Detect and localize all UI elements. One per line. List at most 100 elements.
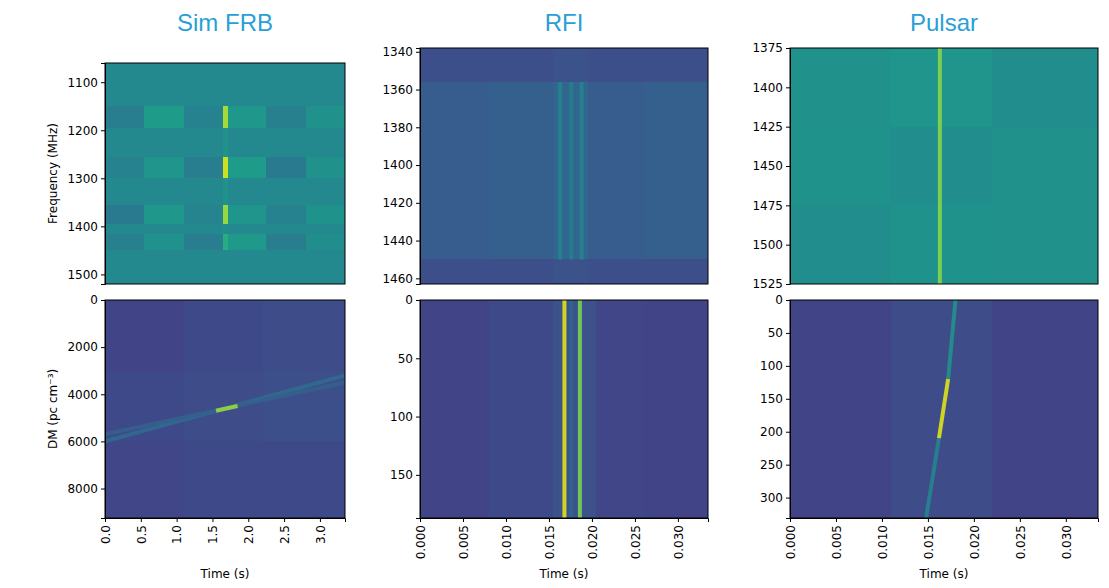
heatmap-cell [184,300,263,371]
y-tick-label: 1200 [67,124,98,138]
figure: 11001200130014001500Sim FRBFrequency (MH… [0,0,1109,588]
x-tick: 0.030 [1060,518,1074,559]
heatmap-cell [596,300,644,518]
y-tick-label: 1425 [752,120,783,134]
heatmap-cell [144,106,184,128]
x-tick: 2.0 [242,518,256,544]
heatmap-cell [306,63,345,107]
heatmap-cell [266,205,306,225]
plot-frame [420,300,708,518]
tick-mark [248,518,249,522]
heatmap-cell [266,106,306,128]
y-axis: 1340136013801400142014401460 [382,45,420,286]
y-axis: 050100150200250300 [760,293,790,518]
heatmap-cell [992,48,1098,127]
streak [105,382,345,434]
tick-mark [592,518,593,522]
x-tick: 1.0 [170,518,184,544]
heatmap-cell [105,224,145,234]
heatmap-cell [228,63,266,107]
tick-mark [882,518,883,522]
y-tick: 1300 [67,172,105,186]
tick-mark [177,518,178,522]
streak [569,300,573,518]
plot-frame [790,48,1098,284]
plot-frame [105,63,345,284]
plot-frame [790,300,1098,518]
tick-mark [786,465,790,466]
panel: 020004000600080000.00.51.01.52.02.53.0Ti… [46,293,346,581]
tick-mark [416,90,420,91]
y-tick-label: 50 [398,352,413,366]
y-tick-label: 6000 [67,435,98,449]
y-tick: 1100 [67,76,105,90]
tick-mark [786,333,790,334]
heatmap-cell [144,250,184,284]
axis-line [416,301,421,519]
heatmap-cell [105,441,184,518]
heatmap-cell [644,300,708,518]
tick-mark [416,203,420,204]
plot-area [790,48,1098,284]
tick-mark [974,518,975,522]
tick-mark [786,127,790,128]
y-tick: 1375 [752,41,790,55]
y-axis-title: DM (pc cm⁻³) [46,369,60,449]
x-axis-title: Time (s) [200,567,250,581]
heatmap-cell [105,106,145,128]
plot-area [105,63,345,284]
y-tick-label: 1300 [67,172,98,186]
y-tick: 0 [405,293,420,307]
heatmap-cell [184,128,224,157]
tick-mark [786,432,790,433]
heatmap-cell [105,128,145,157]
heatmap-cell [266,63,306,107]
x-tick: 0.025 [1014,518,1028,559]
heatmap-cell [790,127,892,206]
heatmap-cell [105,205,145,225]
x-tick: 0.005 [457,518,471,559]
tick-mark [420,518,421,522]
heatmap-cell [105,178,145,205]
y-tick: 1525 [752,277,790,291]
heatmap-cell [184,157,224,179]
x-axis-title: Time (s) [539,567,589,581]
y-axis: 02000400060008000 [67,293,105,518]
tick-mark [786,300,790,301]
axis-line [416,49,421,285]
y-tick-label: 1400 [67,220,98,234]
heatmap-cell [420,48,489,82]
streak [558,82,562,259]
tick-mark [320,518,321,522]
axis-line [786,301,791,519]
tick-mark [101,441,105,442]
streak [948,300,955,379]
heatmap-cell [266,157,306,179]
y-tick: 1460 [382,272,420,286]
x-tick-label: 0.010 [876,525,890,559]
heatmap-cell [306,234,345,251]
heatmap-cell [228,157,266,179]
tick-mark [101,347,105,348]
tick-mark [786,87,790,88]
heatmap-cell [144,157,184,179]
heatmap-cell [306,205,345,225]
heatmap-cell [223,250,229,284]
y-tick: 200 [760,425,790,439]
tick-mark [463,518,464,522]
x-tick-label: 0.015 [922,525,936,559]
y-tick: 50 [398,352,420,366]
tick-mark [212,518,213,522]
heatmap-cell [489,259,554,284]
y-tick-label: 1360 [382,83,413,97]
y-tick: 6000 [67,435,105,449]
tick-mark [105,518,106,522]
tick-mark [549,518,550,522]
tick-mark [786,166,790,167]
x-tick-label: 0.015 [543,525,557,559]
x-tick-label: 0.5 [135,525,149,544]
x-tick: 0.015 [922,518,936,559]
x-tick-label: 0.020 [968,525,982,559]
heatmap-cell [266,250,306,284]
heatmap-cell [266,224,306,234]
